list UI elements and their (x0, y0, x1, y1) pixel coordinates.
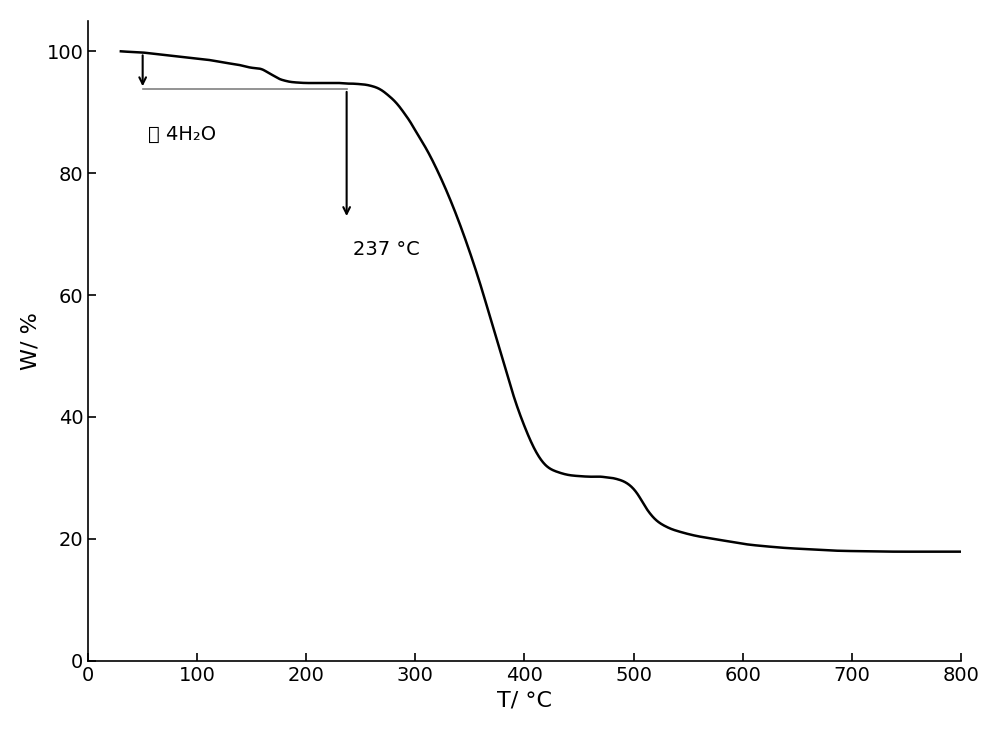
Y-axis label: W/ %: W/ % (21, 312, 41, 370)
Text: 237 °C: 237 °C (353, 240, 420, 260)
X-axis label: T/ °C: T/ °C (497, 690, 552, 711)
Text: 失 4H₂O: 失 4H₂O (148, 124, 216, 143)
